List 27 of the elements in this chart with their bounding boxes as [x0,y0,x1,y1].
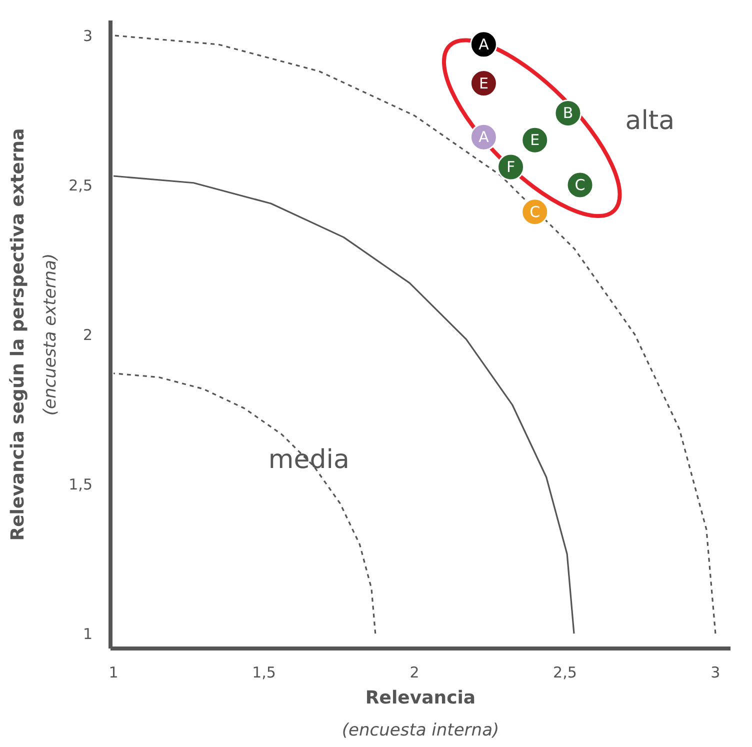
y-axis-title: Relevancia según la perspectiva externa [8,128,28,541]
x-tick-label: 1 [108,664,118,682]
text: (encuesta interna) [342,720,500,740]
y-tick-label: 1,5 [68,476,93,494]
data-label: C [530,202,540,221]
y-tick-label: 2,5 [68,176,93,194]
data-label: E [530,131,540,150]
x-tick-label: 3 [710,664,720,682]
y-tick-label: 3 [82,26,93,45]
data-label: A [478,35,490,54]
annotation: alta [625,106,675,136]
data-label: E [478,74,488,92]
y-tick-label: 2 [82,326,93,344]
data-label: A [478,128,490,146]
annotation: media [268,445,350,476]
data-label: F [506,158,516,176]
text: (encuesta externa) [40,253,60,416]
x-axis-title: Relevancia [365,688,476,708]
x-tick-label: 2 [410,664,420,682]
data-label: B [562,104,574,122]
x-tick-label: 1,5 [252,664,276,682]
x-tick-label: 2,5 [553,664,577,682]
data-label: C [574,176,586,194]
y-tick-label: 1 [82,625,93,644]
point [470,70,498,98]
line-series [112,34,716,634]
point [497,153,525,181]
